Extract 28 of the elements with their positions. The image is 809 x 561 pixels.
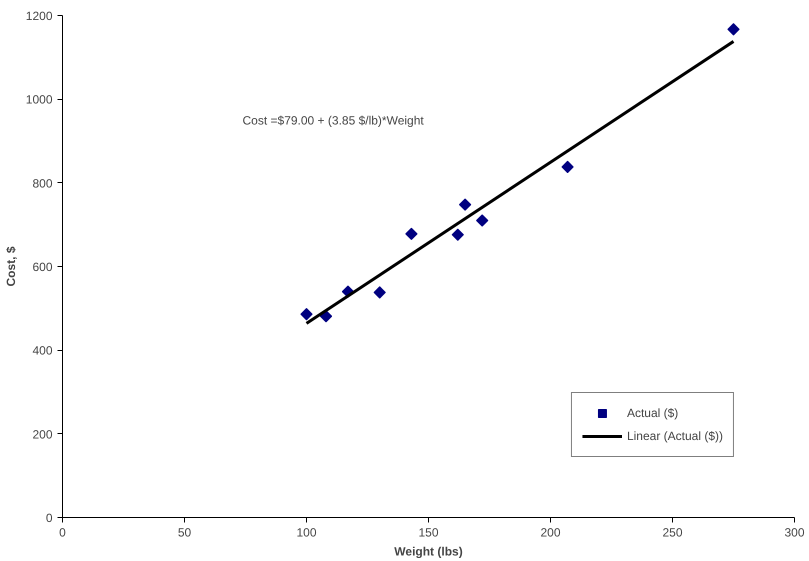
point bbox=[320, 310, 332, 322]
y-tick-label: 600 bbox=[32, 260, 53, 274]
y-axis-title: Cost, $ bbox=[4, 246, 18, 287]
y-tick-label: 800 bbox=[32, 176, 53, 190]
x-tick-label: 0 bbox=[59, 526, 66, 540]
x-tick-label: 50 bbox=[178, 526, 192, 540]
point bbox=[374, 286, 386, 299]
point bbox=[727, 23, 740, 36]
y-tick-label: 1000 bbox=[26, 92, 53, 107]
x-tick-label: 150 bbox=[418, 526, 439, 540]
point bbox=[300, 308, 313, 320]
y-tick-label: 0 bbox=[46, 511, 53, 525]
y-tick-label: 200 bbox=[32, 427, 53, 442]
point bbox=[405, 228, 418, 240]
point bbox=[458, 198, 472, 211]
point bbox=[452, 228, 464, 241]
x-tick-label: 250 bbox=[662, 526, 683, 540]
y-tick-label: 400 bbox=[32, 344, 53, 358]
x-tick-label: 200 bbox=[540, 526, 561, 540]
x-tick-label: 300 bbox=[784, 526, 805, 540]
x-axis-title: Weight (lbs) bbox=[394, 544, 463, 558]
x-tick-label: 100 bbox=[296, 526, 317, 540]
annotation: Cost =$79.00 + (3.85 $/lb)*Weight bbox=[242, 114, 424, 128]
legend-label: Linear (Actual ($)) bbox=[626, 429, 723, 443]
y-tick-label: 1200 bbox=[26, 9, 53, 23]
point bbox=[476, 214, 488, 227]
point bbox=[561, 160, 574, 174]
legend-label: Actual ($) bbox=[626, 406, 678, 420]
